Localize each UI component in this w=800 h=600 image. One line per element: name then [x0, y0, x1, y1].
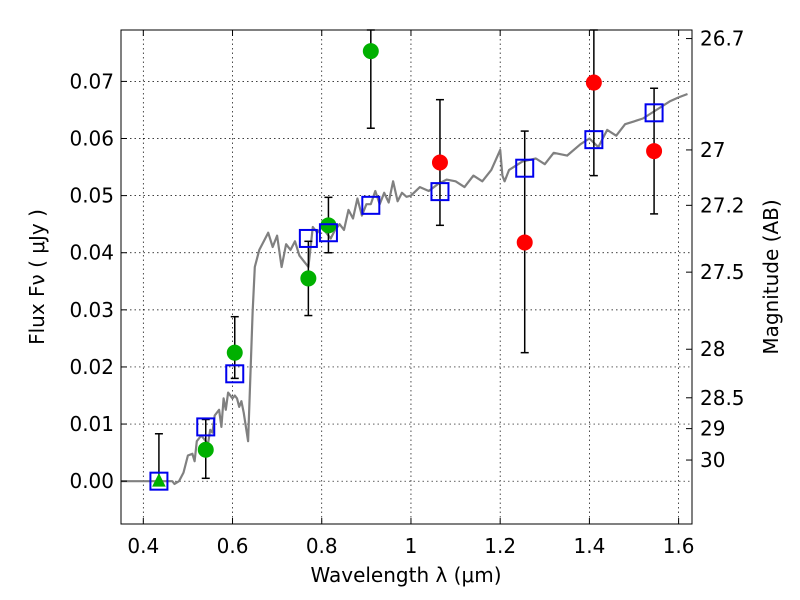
model-square-marker [515, 158, 535, 178]
y-tick-label: 0.01 [69, 412, 114, 436]
y-axis-ticks: 0.00 0.01 0.02 0.03 0.04 0.05 0.06 0.07 [69, 69, 127, 493]
model-square-marker [361, 195, 381, 215]
model-square-marker [584, 130, 604, 150]
x-tick-label: 1.4 [573, 534, 605, 558]
data-point-circle [646, 143, 663, 160]
magnitude-tick-label: 28.5 [700, 386, 745, 410]
x-tick-label: 0.6 [217, 534, 249, 558]
data-point-circle [226, 344, 243, 361]
data-point-circle [300, 270, 317, 287]
magnitude-tick-label: 30 [700, 448, 725, 472]
marker-layer [149, 43, 664, 491]
magnitude-tick-label: 26.7 [700, 27, 745, 51]
x-tick-label: 1.6 [663, 534, 695, 558]
x-tick-label: 0.8 [306, 534, 338, 558]
x-axis-title: Wavelength λ (μm) [310, 563, 501, 587]
x-axis-ticks: 0.4 0.6 0.8 1 1.2 1.4 1.6 [127, 30, 695, 558]
magnitude-tick-label: 29 [700, 417, 725, 441]
y-tick-label: 0.05 [69, 184, 114, 208]
y-tick-label: 0.06 [69, 127, 114, 151]
data-point-circle [320, 217, 337, 234]
errorbar-layer [154, 29, 659, 485]
model-square-marker [298, 228, 318, 248]
data-point-circle [197, 441, 214, 458]
grid-lines [121, 30, 692, 524]
magnitude-tick-label: 28 [700, 337, 725, 361]
model-square-marker [644, 103, 664, 123]
model-square-marker [196, 417, 216, 437]
magnitude-axis-ticks: 26.7 27 27.2 27.5 28 28.5 29 30 [686, 27, 745, 472]
model-square-marker [149, 471, 169, 491]
magnitude-tick-label: 27.5 [700, 260, 745, 284]
x-tick-label: 0.4 [127, 534, 159, 558]
y-tick-label: 0.04 [69, 241, 114, 265]
model-square-marker [318, 223, 338, 243]
data-point-circle [516, 234, 533, 251]
y-tick-label: 0.03 [69, 298, 114, 322]
right-axis-title: Magnitude (AB) [759, 199, 783, 354]
data-point-circle [362, 43, 379, 60]
y-tick-label: 0.07 [69, 69, 114, 93]
upper-limit-triangle [152, 473, 166, 487]
y-tick-label: 0.02 [69, 355, 114, 379]
x-tick-label: 1.2 [484, 534, 516, 558]
model-square-marker [225, 364, 245, 384]
y-tick-label: 0.00 [69, 469, 114, 493]
data-point-circle [585, 74, 602, 91]
magnitude-tick-label: 27.2 [700, 193, 745, 217]
model-square-marker [430, 182, 450, 202]
magnitude-tick-label: 27 [700, 138, 725, 162]
y-axis-title: Flux Fν ( μJy ) [25, 209, 49, 345]
x-tick-label: 1 [405, 534, 418, 558]
plot-frame [120, 29, 693, 525]
data-point-circle [431, 154, 448, 171]
